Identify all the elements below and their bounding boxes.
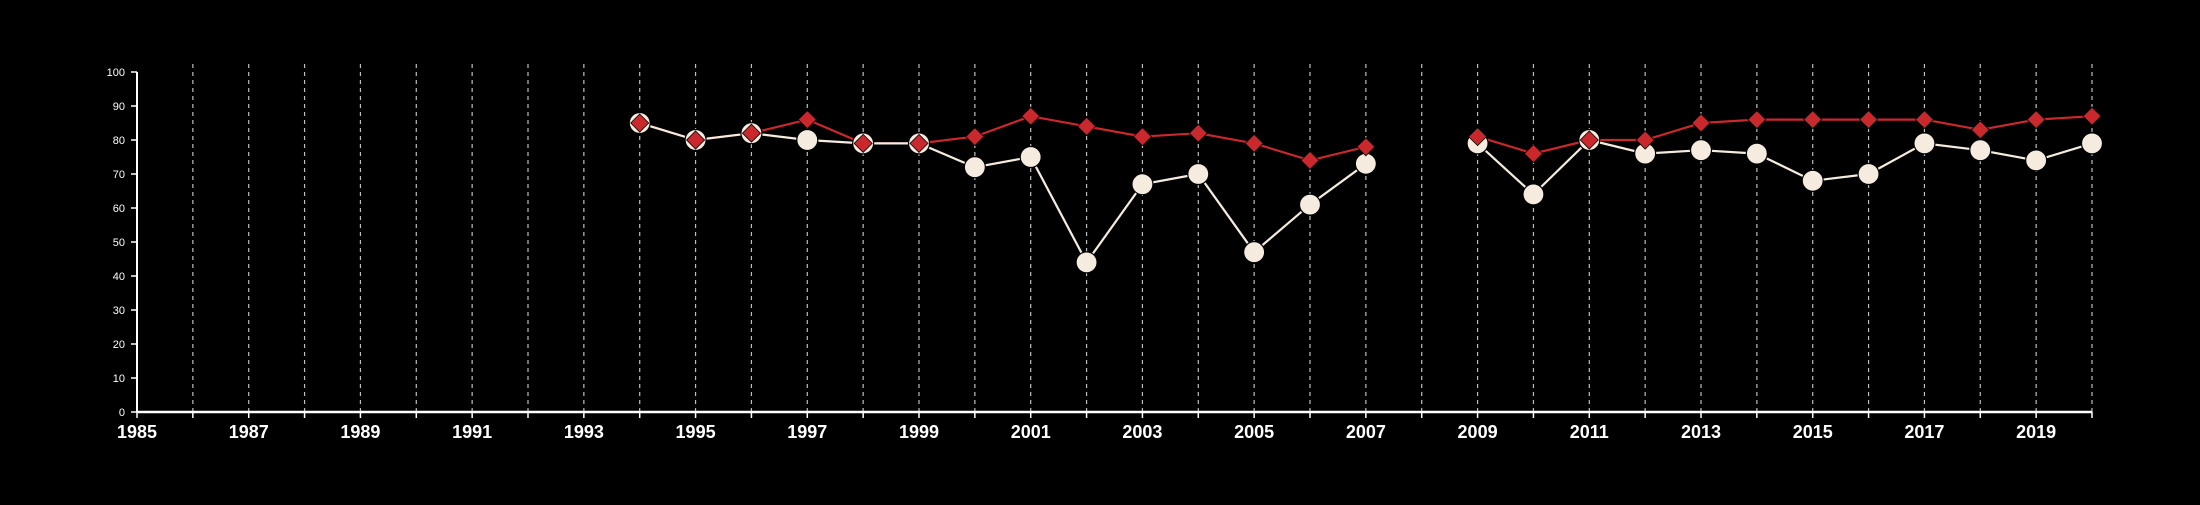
x-tick-label-2013: 2013 [1681,422,1721,442]
series-1-point-2001 [1021,106,1041,126]
series-1-point-2003 [1132,127,1152,147]
x-tick-label-1989: 1989 [340,422,380,442]
y-tick-label-40: 40 [113,271,125,283]
series-0-point-2000 [963,156,986,179]
y-tick-label-70: 70 [113,169,125,181]
series-1-point-2017 [1914,110,1934,130]
series-1-point-2011 [1579,130,1599,150]
series-1-line-segment-1 [1477,115,2093,155]
series-0-point-2010 [1522,183,1545,206]
series-1-point-2000 [965,127,985,147]
x-tick-label-1997: 1997 [787,422,827,442]
x-tick-label-1999: 1999 [899,422,939,442]
series-0-point-2006 [1298,193,1322,216]
y-tick-label-80: 80 [113,135,125,147]
series-0-point-2007 [1354,152,1377,175]
series-0-point-2005 [1243,241,1266,264]
x-tick-label-1993: 1993 [564,422,604,442]
y-tick-label-30: 30 [113,305,125,317]
series-0-point-2017 [1913,132,1936,155]
series-1-point-1998 [853,133,873,153]
x-tick-label-2007: 2007 [1346,422,1386,442]
x-tick-label-1985: 1985 [117,422,157,442]
series-0-point-2013 [1689,139,1713,162]
series-1-point-1995 [686,130,706,150]
series-0-line-segment-1 [1476,138,2093,196]
series-0-point-2003 [1131,173,1154,196]
series-markers [628,106,2104,274]
series-1-point-2012 [1635,130,1655,150]
tick-labels: 0 10 20 30 40 50 60 70 80 90 100 1985 1987 1989 1991 19… [107,67,2057,442]
y-tick-label-10: 10 [113,373,125,385]
y-tick-label-20: 20 [113,339,125,351]
series-1-point-2007 [1356,137,1376,157]
series-0-point-2019 [2025,149,2048,172]
x-tick-label-1987: 1987 [229,422,269,442]
series-1-point-2009 [1468,127,1488,147]
series-1-point-2005 [1244,133,1264,153]
series-0-point-2016 [1857,162,1880,186]
series-0-point-2004 [1187,162,1210,186]
series-1-point-1997 [797,110,817,130]
x-tick-label-2019: 2019 [2016,422,2056,442]
y-tick-label-100: 100 [107,67,125,79]
series-1-point-2020 [2082,106,2102,126]
x-tick-label-2001: 2001 [1011,422,1051,442]
series-0-point-2018 [1969,139,1992,162]
x-tick-label-2009: 2009 [1458,422,1498,442]
series-0-point-2014 [1745,142,1768,165]
series-0-point-2001 [1019,145,1042,169]
series-1-point-2006 [1300,150,1320,170]
series-1-point-1999 [909,133,929,153]
x-tick-label-1991: 1991 [452,422,492,442]
series-1-point-2002 [1077,116,1097,136]
series-1-point-1994 [630,113,650,133]
series-1-point-1996 [741,123,761,143]
series-1-point-2018 [1970,120,1990,140]
y-tick-label-0: 0 [119,407,125,419]
axes [131,71,2093,418]
series-1-point-2016 [1859,110,1879,130]
x-tick-label-2003: 2003 [1122,422,1162,442]
series-0-point-2002 [1075,251,1098,274]
y-tick-label-90: 90 [113,101,125,113]
series-1-point-2014 [1747,110,1767,130]
series-0-point-2015 [1801,169,1824,192]
series-0-point-2020 [2080,132,2104,155]
x-tick-label-2015: 2015 [1793,422,1833,442]
y-tick-label-50: 50 [113,237,125,249]
x-tick-label-2017: 2017 [1904,422,1944,442]
x-tick-label-2005: 2005 [1234,422,1274,442]
series-1-point-2010 [1523,144,1543,164]
x-tick-label-1995: 1995 [676,422,716,442]
series-0-point-1997 [796,128,819,152]
series-1-point-2019 [2026,110,2046,130]
series-1-point-2015 [1803,110,1823,130]
series-1-point-2013 [1691,113,1711,133]
series-1-point-2004 [1188,123,1208,143]
x-tick-label-2011: 2011 [1570,422,1609,442]
y-tick-label-60: 60 [113,203,125,215]
